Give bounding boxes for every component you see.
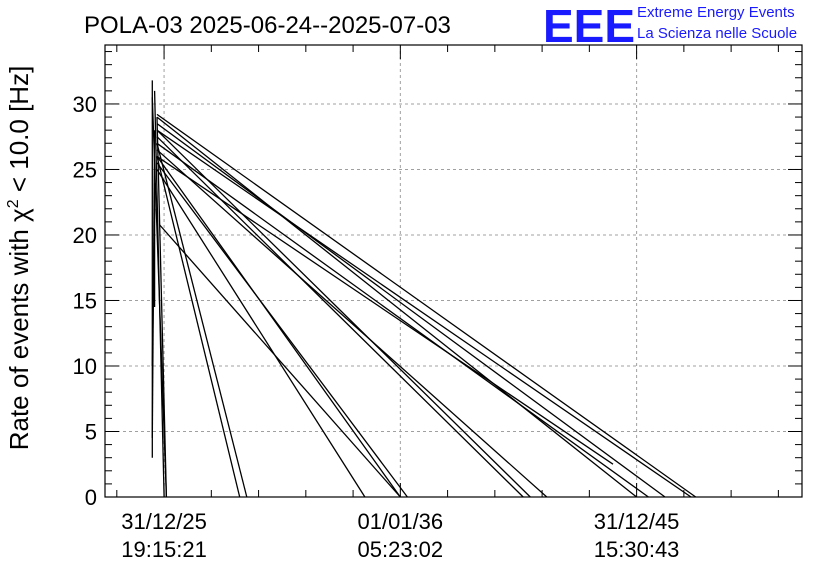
y-tick-label: 20 (73, 223, 97, 248)
series-line (156, 149, 548, 498)
series-line (156, 123, 666, 498)
grid (105, 45, 802, 497)
plot-frame (104, 44, 803, 498)
eee-logo: EEE Extreme Energy Events La Scienza nel… (543, 0, 797, 52)
y-tick-label: 0 (85, 485, 97, 510)
logo-line-2: La Scienza nelle Scuole (637, 25, 797, 42)
x-tick-label: 19:15:21 (121, 537, 207, 562)
series-line (156, 156, 241, 498)
series-line (153, 90, 165, 498)
series-line (156, 162, 408, 498)
series-line (156, 143, 248, 498)
logo-mark: EEE (543, 0, 635, 52)
y-tick-label: 10 (73, 354, 97, 379)
y-label-suffix: < 10.0 [Hz] (4, 66, 34, 200)
y-tick-label: 15 (73, 288, 97, 313)
chart-title: POLA-03 2025-06-24--2025-07-03 (84, 12, 451, 39)
x-tick-label: 31/12/25 (121, 509, 207, 534)
y-label-chi: χ (4, 208, 34, 222)
series-line (156, 156, 401, 498)
x-tick-label: 01/01/36 (358, 509, 444, 534)
series-line (151, 208, 156, 367)
series-line (156, 116, 638, 498)
series-line (156, 136, 524, 498)
series-lines (151, 80, 697, 498)
axes (104, 44, 803, 498)
tick-labels: 0 5 10 15 20 25 30 31/12/25 19:15:21 01/01/36 05:2… (73, 92, 680, 562)
series-line (156, 155, 614, 465)
x-tick-label: 31/12/45 (594, 509, 680, 534)
series-line (158, 224, 401, 498)
x-tick-label: 15:30:43 (594, 537, 680, 562)
series-line (156, 117, 168, 498)
series-line (156, 129, 692, 498)
series-line (156, 169, 366, 498)
y-label-sup: 2 (5, 199, 22, 208)
series-line (156, 142, 649, 498)
y-label-prefix: Rate of events with (4, 222, 34, 450)
logo-line-1: Extreme Energy Events (637, 4, 795, 21)
y-tick-label: 25 (73, 157, 97, 182)
series-line (156, 113, 697, 498)
y-tick-label: 30 (73, 92, 97, 117)
series-line (156, 129, 531, 498)
y-axis-label: Rate of events with χ2 < 10.0 [Hz] (4, 66, 34, 451)
x-tick-label: 05:23:02 (358, 537, 444, 562)
y-tick-label: 5 (85, 419, 97, 444)
